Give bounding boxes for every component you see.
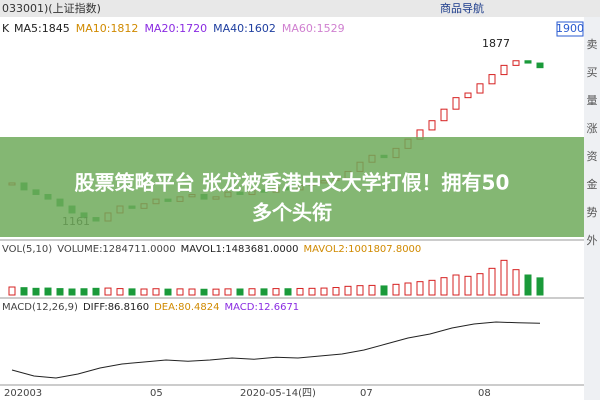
- volume-bar: [104, 287, 112, 296]
- volume-legend: VOL(5,10): [2, 244, 52, 255]
- volume-bar: [308, 287, 316, 296]
- volume-bar: [356, 285, 364, 296]
- legend-k: K: [2, 22, 10, 35]
- price-box-text: 1900: [556, 22, 584, 35]
- headline-banner: [0, 137, 584, 237]
- candle: [440, 108, 448, 122]
- volume-bar: [380, 285, 388, 296]
- volume-bar: [512, 269, 520, 296]
- volume-bar: [320, 287, 328, 296]
- volume-bar: [200, 288, 208, 296]
- volume-bar: [116, 288, 124, 296]
- volume-bar: [392, 283, 400, 296]
- volume-bar: [428, 279, 436, 296]
- macd-legend: DEA:80.4824: [154, 302, 219, 313]
- candle: [536, 62, 544, 69]
- volume-bar: [176, 288, 184, 296]
- volume-bar: [20, 287, 28, 296]
- candle: [476, 83, 484, 94]
- volume-bar: [236, 288, 244, 296]
- volume-bar: [248, 288, 256, 296]
- nav-button[interactable]: 商品导航: [440, 1, 484, 15]
- side-tab[interactable]: 势: [587, 206, 598, 219]
- volume-legend: MAVOL1:1483681.0000: [181, 244, 299, 255]
- candle: [452, 97, 460, 110]
- top-bar: [0, 0, 600, 17]
- candle: [428, 120, 436, 131]
- volume-bar: [260, 288, 268, 296]
- candle: [524, 60, 532, 64]
- volume-bar: [524, 274, 532, 296]
- price-box: [556, 21, 584, 37]
- headline[interactable]: 股票策略平台 张龙被香港中文大学打假！拥有50: [75, 171, 510, 195]
- side-tab[interactable]: 涨: [587, 122, 598, 135]
- volume-bar: [68, 288, 76, 296]
- side-tab[interactable]: 卖: [587, 38, 598, 51]
- volume-bar: [284, 288, 292, 296]
- volume-bar: [164, 288, 172, 296]
- candle: [488, 74, 496, 85]
- volume-bar: [404, 282, 412, 296]
- headline[interactable]: 多个头衔: [252, 201, 332, 225]
- volume-bar: [224, 288, 232, 296]
- side-tab[interactable]: 资: [587, 150, 598, 163]
- x-axis-label: 07: [360, 388, 373, 399]
- volume-bar: [32, 287, 40, 296]
- volume-bar: [344, 285, 352, 296]
- x-axis-label: 08: [478, 388, 491, 399]
- volume-bar: [476, 273, 484, 296]
- side-panel: [584, 17, 600, 400]
- ma-legend: MA40:1602: [213, 22, 276, 35]
- candle: [512, 60, 520, 66]
- volume-bar: [92, 287, 100, 296]
- volume-bar: [56, 288, 64, 296]
- volume-legend: MAVOL2:1001807.8000: [303, 244, 421, 255]
- ma-legend: MA5:1845: [14, 22, 70, 35]
- volume-bar: [212, 288, 220, 296]
- volume-bar: [368, 284, 376, 296]
- volume-bar: [296, 287, 304, 296]
- candle: [464, 92, 472, 99]
- ma-legend: MA10:1812: [76, 22, 139, 35]
- volume-bar: [8, 286, 16, 296]
- ma-legend: MA60:1529: [282, 22, 345, 35]
- volume-bar: [80, 288, 88, 296]
- volume-bar: [536, 277, 544, 296]
- volume-bar: [464, 275, 472, 296]
- volume-bar: [500, 259, 508, 296]
- macd-diff-line: [11, 321, 541, 379]
- macd-legend: DIFF:86.8160: [83, 302, 149, 313]
- side-tab[interactable]: 量: [587, 94, 598, 107]
- volume-bar: [488, 267, 496, 296]
- volume-bar: [440, 277, 448, 296]
- x-axis-label: 2020-05-14(四): [240, 388, 316, 399]
- volume-bar: [272, 288, 280, 296]
- ma-legend: MA20:1720: [144, 22, 207, 35]
- x-axis-label: 202003: [4, 388, 42, 399]
- macd-legend: MACD:12.6671: [224, 302, 299, 313]
- stock-code: 033001)(上证指数): [2, 1, 101, 15]
- volume-bar: [416, 281, 424, 296]
- side-tab[interactable]: 外: [587, 234, 598, 247]
- volume-bar: [452, 274, 460, 296]
- volume-bar: [188, 288, 196, 296]
- x-axis-label: 05: [150, 388, 163, 399]
- volume-bar: [128, 288, 136, 296]
- volume-bar: [44, 287, 52, 296]
- volume-bar: [332, 287, 340, 296]
- high-label: 1877: [482, 37, 510, 50]
- volume-bar: [152, 288, 160, 296]
- candle: [500, 64, 508, 76]
- volume-bar: [140, 288, 148, 296]
- volume-legend: VOLUME:1284711.0000: [57, 244, 175, 255]
- side-tab[interactable]: 金: [587, 177, 598, 191]
- macd-legend: MACD(12,26,9): [2, 302, 78, 313]
- side-tab[interactable]: 买: [587, 66, 598, 79]
